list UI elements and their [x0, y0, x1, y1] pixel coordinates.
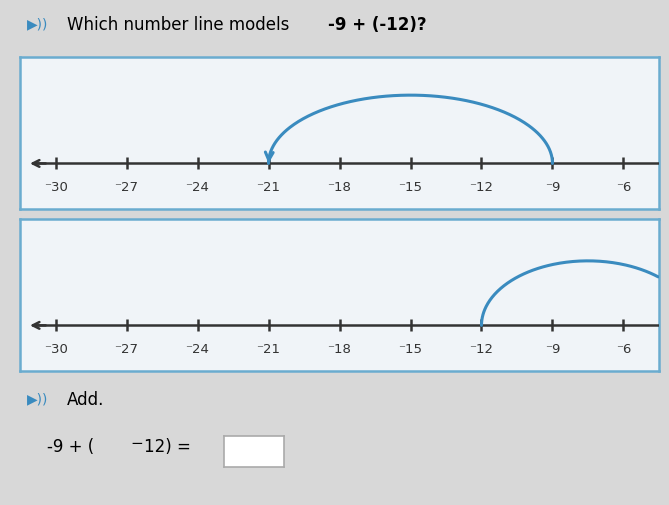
- Text: ⁻18: ⁻18: [328, 342, 351, 356]
- Text: 12) =: 12) =: [144, 437, 196, 455]
- Text: ⁻9: ⁻9: [545, 342, 560, 356]
- Text: ⁻6: ⁻6: [615, 181, 631, 194]
- Text: ▶)): ▶)): [27, 391, 48, 406]
- Text: ⁻27: ⁻27: [114, 342, 138, 356]
- Text: ⁻30: ⁻30: [43, 181, 68, 194]
- Text: ⁻24: ⁻24: [185, 181, 209, 194]
- Text: ⁻21: ⁻21: [256, 342, 280, 356]
- Text: ⁻12: ⁻12: [470, 342, 494, 356]
- Text: ⁻6: ⁻6: [615, 342, 631, 356]
- Text: ⁻30: ⁻30: [43, 342, 68, 356]
- Text: Add.: Add.: [67, 390, 104, 408]
- Text: ⁻12: ⁻12: [470, 181, 494, 194]
- Text: ⁻15: ⁻15: [399, 342, 423, 356]
- Text: ⁻9: ⁻9: [545, 181, 560, 194]
- Text: Which number line models: Which number line models: [67, 16, 294, 34]
- Text: ⁻24: ⁻24: [185, 342, 209, 356]
- Text: ▶)): ▶)): [27, 18, 48, 32]
- Text: −: −: [130, 435, 143, 450]
- Text: ⁻21: ⁻21: [256, 181, 280, 194]
- Text: ⁻15: ⁻15: [399, 181, 423, 194]
- Text: -9 + (: -9 + (: [47, 437, 94, 455]
- Text: -9 + (-12)?: -9 + (-12)?: [328, 16, 426, 34]
- Text: ⁻18: ⁻18: [328, 181, 351, 194]
- Text: ⁻27: ⁻27: [114, 181, 138, 194]
